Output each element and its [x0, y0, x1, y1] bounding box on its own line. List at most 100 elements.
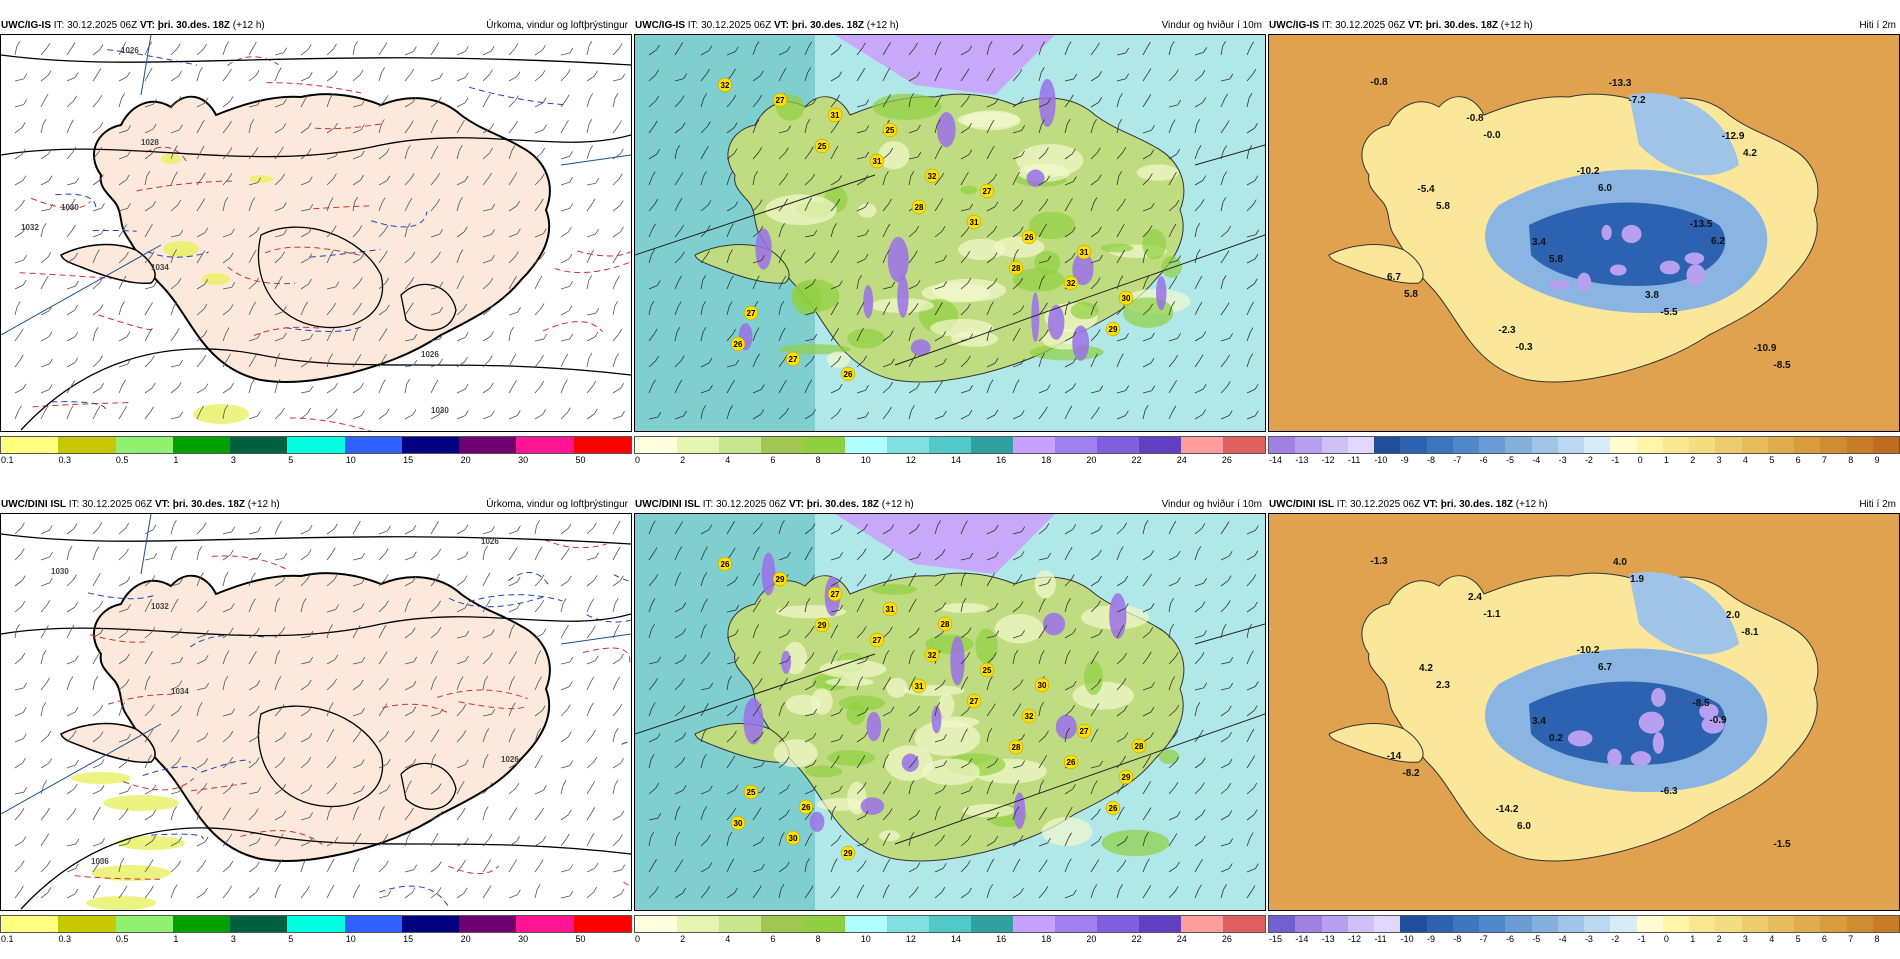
westfjords-landmass — [1328, 244, 1424, 284]
high-wind-area — [1055, 714, 1077, 740]
valid-time: þri. 30.des. 18Z — [791, 20, 865, 31]
colorbar-tick-label: 0.3 — [58, 934, 71, 944]
colorbar-swatch — [1610, 437, 1637, 453]
colorbar-tick-label: 8 — [815, 455, 821, 465]
isobar — [1, 134, 631, 158]
colorbar-swatch — [1662, 916, 1689, 932]
wind-barbs — [648, 40, 1260, 420]
colorbar-swatch — [761, 437, 803, 453]
colorbar-tick-label: 0 — [1663, 934, 1669, 944]
colorbar-swatch — [887, 916, 929, 932]
gust-marker — [1076, 723, 1092, 739]
gust-marker — [717, 77, 733, 93]
high-wind-area — [1109, 593, 1127, 639]
colorbar-tick-label: -9 — [1426, 934, 1435, 944]
colorbar-tick-label: -3 — [1584, 934, 1593, 944]
wind-map[interactable]: 26 29 31 28 26 29 27 27 26 30 27 32 32 29 30 31 25 27 25 29… — [634, 513, 1266, 911]
gust-marker — [966, 214, 982, 230]
colorbar-swatch — [1662, 437, 1689, 453]
precip-map[interactable]: 1026 1028 1030 1032 1034 1026 1030 — [0, 34, 632, 432]
vt-label: VT: — [788, 499, 804, 510]
isobar-label: 1030 — [61, 203, 79, 212]
gust-label: 27 — [873, 636, 882, 645]
gust-label: 28 — [915, 203, 924, 212]
high-wind-area — [950, 636, 965, 686]
wind-speed-area — [994, 614, 1044, 644]
wind-colorbar-ticks: 0 2 4 6 8 10 12 14 16 18 20 22 24 26 — [634, 934, 1266, 948]
wind-speed-area — [773, 739, 818, 768]
colorbar-tick-label: 0 — [635, 934, 641, 944]
temperature-contour — [151, 833, 204, 840]
high-wind-area — [1047, 304, 1065, 340]
colorbar-tick-label: 50 — [575, 934, 586, 944]
colorbar-tick-label: 3 — [230, 455, 236, 465]
colorbar-tick-label: 20 — [1086, 455, 1097, 465]
temperature-contour — [74, 875, 161, 880]
gust-label: 26 — [734, 340, 743, 349]
colorbar-swatch — [573, 916, 631, 932]
temperature-contour — [543, 538, 607, 549]
panel-header: UWC/DINI ISL IT: 30.12.2025 06Z VT: þri.… — [634, 497, 1266, 513]
high-wind-area — [1072, 325, 1090, 361]
wind-speed-area — [1028, 211, 1076, 240]
colorbar-swatch — [929, 437, 971, 453]
wind-speed-area — [847, 328, 885, 349]
colorbar-swatch — [1181, 437, 1223, 453]
temperature-label: -0.8 — [1466, 113, 1484, 124]
temperature-label: 6.7 — [1598, 662, 1612, 673]
colorbar-tick-label: 1 — [173, 455, 179, 465]
panel-wind-bottom: UWC/DINI ISL IT: 30.12.2025 06Z VT: þri.… — [634, 497, 1266, 959]
precip-colorbar — [0, 915, 632, 933]
panel-title: Hiti í 2m — [1859, 20, 1896, 31]
temp-map[interactable]: -1.3 -1.1 6.7 -0.9 -8.2 6.0 1.9 -8.1 2.3 0.2 -6.3 -… — [1268, 513, 1900, 911]
precip-colorbar-ticks: 0.1 0.3 0.5 1 3 5 10 15 20 30 50 — [0, 934, 632, 948]
valid-time: þri. 30.des. 18Z — [1425, 20, 1499, 31]
temperature-contour — [107, 49, 198, 66]
wind-speed-area — [1101, 829, 1170, 857]
gust-label: 30 — [1122, 294, 1131, 303]
wind-speed-area — [792, 280, 822, 316]
temperature-contour — [227, 56, 279, 66]
colorbar-swatch — [516, 916, 574, 932]
colorbar-tick-label: -8 — [1453, 934, 1462, 944]
wind-map[interactable]: 32 25 28 28 29 27 31 31 32 26 31 32 26 30 27 25 27 31 27 26 — [634, 34, 1266, 432]
temp-map[interactable]: -0.8 -0.0 6.0 6.2 5.8 -0.3 -7.2 4.2 5.8 5.8 -5.5 -8… — [1268, 34, 1900, 432]
colorbar-swatch — [230, 916, 288, 932]
colorbar-swatch — [1636, 437, 1663, 453]
colorbar-swatch — [1741, 437, 1768, 453]
gust-marker — [785, 830, 801, 846]
westfjords-landmass — [60, 722, 156, 763]
colorbar-tick-label: -1 — [1611, 455, 1620, 465]
temperature-label: -10.2 — [1577, 166, 1600, 177]
model-name: UWC/DINI ISL — [1, 499, 66, 510]
wind-speed-area — [878, 141, 910, 170]
gust-label: 32 — [721, 81, 730, 90]
gust-label: 31 — [915, 682, 924, 691]
wind-speed-area — [816, 798, 865, 811]
temperature-contour — [98, 314, 153, 331]
temp-colorbar-ticks: -15 -14 -13 -12 -11 -10 -9 -8 -7 -6 -5 -4 -3 -2 -1 0 1 2 3… — [1268, 934, 1900, 948]
very-cold-area — [1601, 224, 1612, 241]
colorbar-swatch — [1139, 916, 1181, 932]
colorbar-tick-label: -6 — [1479, 455, 1488, 465]
precip-colorbar-ticks: 0.1 0.3 0.5 1 3 5 10 15 20 30 50 — [0, 455, 632, 469]
panel-header: UWC/DINI ISL IT: 30.12.2025 06Z VT: þri.… — [0, 497, 632, 513]
gust-marker — [1076, 244, 1092, 260]
precip-map[interactable]: 1026 1030 1032 1034 1026 1036 — [0, 513, 632, 911]
wind-speed-area — [826, 351, 850, 368]
colorbar-swatch — [677, 916, 719, 932]
gust-label: 25 — [818, 142, 827, 151]
very-cold-area — [1686, 264, 1706, 286]
high-wind-area — [937, 112, 956, 148]
gust-label: 27 — [747, 309, 756, 318]
colorbar-swatch — [1689, 437, 1716, 453]
colorbar-tick-label: 2 — [1716, 934, 1722, 944]
high-wind-area — [1072, 252, 1094, 286]
temperature-label: 5.8 — [1436, 201, 1450, 212]
gust-marker — [1008, 260, 1024, 276]
sea-gust-area — [835, 514, 1055, 574]
gust-label: 26 — [1067, 758, 1076, 767]
colorbar-swatch — [635, 437, 677, 453]
gust-label: 28 — [1135, 742, 1144, 751]
temperature-label: 2.3 — [1436, 680, 1450, 691]
